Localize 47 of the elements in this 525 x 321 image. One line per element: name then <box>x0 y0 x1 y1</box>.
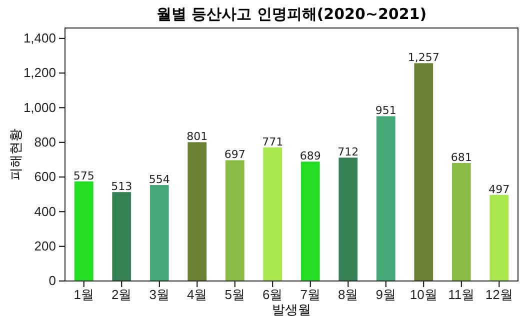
x-tick-label: 2월 <box>112 287 132 302</box>
x-tick-label: 12월 <box>485 287 513 302</box>
bar <box>300 162 320 281</box>
y-tick-label: 600 <box>34 169 56 184</box>
data-label: 554 <box>148 173 170 186</box>
data-label: 712 <box>338 146 359 159</box>
bar <box>490 194 509 281</box>
bar <box>263 147 282 281</box>
y-tick-label: 800 <box>34 134 56 150</box>
x-tick-label: 1월 <box>74 287 94 302</box>
bar <box>225 160 244 281</box>
bar <box>414 63 434 281</box>
x-tick-label: 10월 <box>410 287 438 302</box>
bar <box>112 192 132 281</box>
bar <box>150 185 169 281</box>
data-label: 689 <box>300 150 321 163</box>
data-label: 801 <box>186 130 208 144</box>
x-tick-label: 4월 <box>187 287 208 302</box>
y-tick-label: 0 <box>48 273 56 288</box>
data-label: 697 <box>224 148 246 162</box>
y-tick-label: 200 <box>34 238 56 254</box>
y-axis-title: 피해현황 <box>9 128 24 180</box>
bar <box>338 158 358 281</box>
data-label: 951 <box>375 104 396 118</box>
data-label: 513 <box>111 180 132 194</box>
x-axis-title: 발생월 <box>272 303 311 318</box>
bar <box>188 142 207 281</box>
x-tick-label: 5월 <box>224 287 245 302</box>
y-tick-label: 400 <box>34 204 56 219</box>
data-label: 497 <box>488 182 510 196</box>
data-label: 681 <box>450 150 472 164</box>
data-label: 575 <box>73 169 94 182</box>
x-tick-label: 9월 <box>376 287 396 302</box>
y-tick-label: 1,000 <box>23 100 56 115</box>
y-tick-label: 1,400 <box>23 30 56 46</box>
y-tick-label: 1,200 <box>23 65 56 80</box>
data-label: 771 <box>262 135 284 148</box>
x-tick-label: 11월 <box>448 287 475 302</box>
x-tick-label: 6월 <box>262 287 283 302</box>
bar <box>452 162 471 281</box>
x-tick-label: 3월 <box>149 287 170 302</box>
bar <box>376 116 396 281</box>
bar <box>74 181 94 281</box>
x-tick-label: 8월 <box>338 287 358 302</box>
data-label: 1,257 <box>408 51 440 64</box>
chart-title: 월별 등산사고 인명피해(2020~2021) <box>156 5 427 23</box>
x-tick-label: 7월 <box>300 287 320 302</box>
